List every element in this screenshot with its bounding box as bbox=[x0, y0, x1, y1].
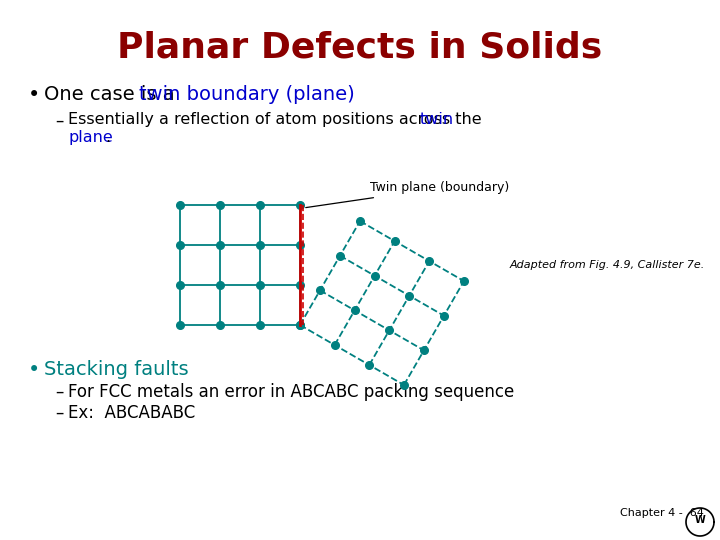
Text: One case is a: One case is a bbox=[44, 85, 181, 104]
Text: plane: plane bbox=[68, 130, 113, 145]
Text: Adapted from Fig. 4.9, Callister 7e.: Adapted from Fig. 4.9, Callister 7e. bbox=[510, 260, 706, 270]
Text: For FCC metals an error in ABCABC packing sequence: For FCC metals an error in ABCABC packin… bbox=[68, 383, 514, 401]
Text: W: W bbox=[695, 515, 706, 525]
Text: Stacking faults: Stacking faults bbox=[44, 360, 189, 379]
Text: Ex:  ABCABABC: Ex: ABCABABC bbox=[68, 404, 195, 422]
Text: twin: twin bbox=[420, 112, 454, 127]
Text: Essentially a reflection of atom positions across the: Essentially a reflection of atom positio… bbox=[68, 112, 487, 127]
Text: •: • bbox=[28, 85, 40, 105]
Text: .: . bbox=[105, 130, 110, 145]
Text: –: – bbox=[55, 112, 63, 130]
Text: •: • bbox=[28, 360, 40, 380]
Text: –: – bbox=[55, 383, 63, 401]
Text: Chapter 4 -  64: Chapter 4 - 64 bbox=[620, 508, 704, 518]
Text: twin boundary (plane): twin boundary (plane) bbox=[139, 85, 355, 104]
Text: Twin plane (boundary): Twin plane (boundary) bbox=[306, 181, 509, 207]
Text: –: – bbox=[55, 404, 63, 422]
Text: Planar Defects in Solids: Planar Defects in Solids bbox=[117, 30, 603, 64]
